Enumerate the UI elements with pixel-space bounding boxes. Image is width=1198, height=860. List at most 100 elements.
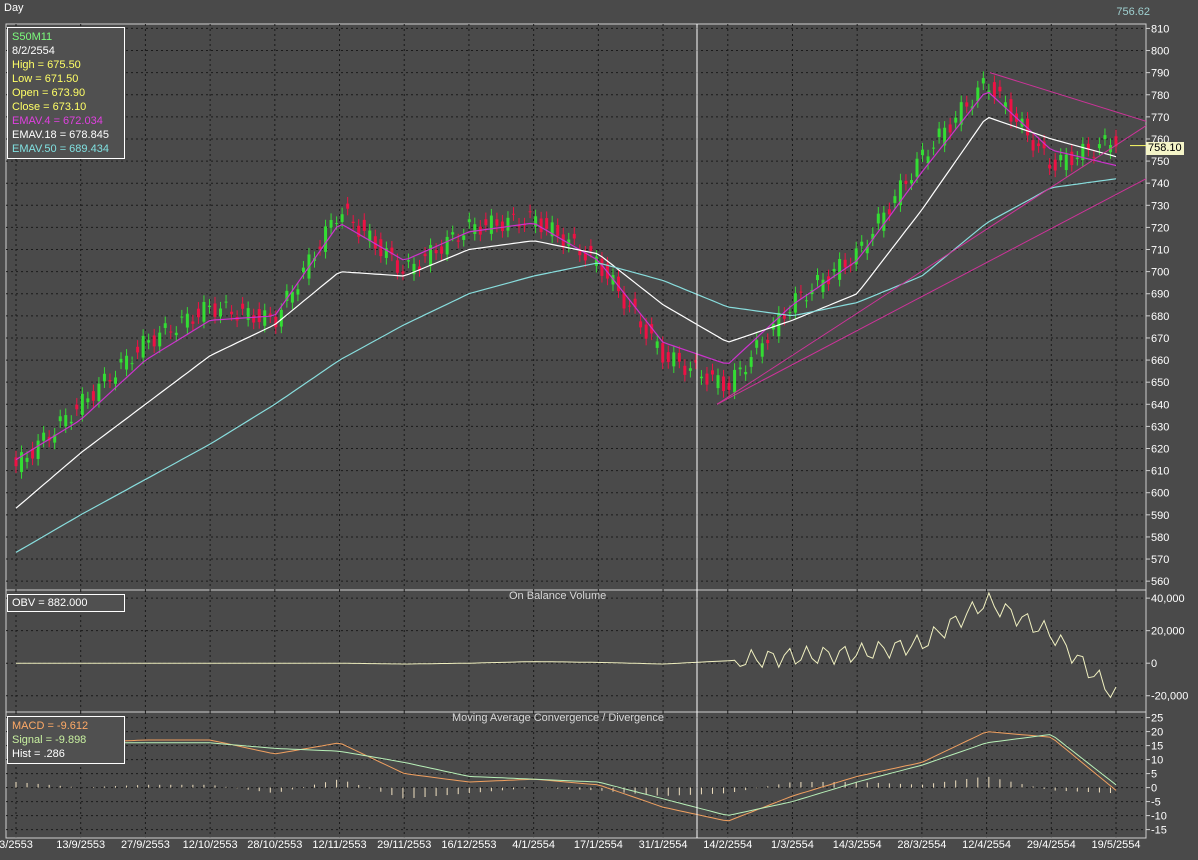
candle-body-83	[473, 224, 477, 234]
xtick-label-1: 13/9/2553	[56, 839, 105, 851]
xtick-label-11: 14/2/2554	[703, 839, 752, 851]
candle-body-62	[357, 225, 361, 237]
candle-body-60	[346, 203, 350, 209]
candle-body-47	[274, 316, 278, 328]
xtick-label-0: 3/2553	[0, 839, 33, 851]
candle-body-122	[688, 368, 692, 371]
candle-body-34	[202, 301, 206, 322]
candle-body-89	[506, 217, 510, 231]
candle-body-113	[639, 321, 643, 328]
candle-body-11	[75, 404, 79, 410]
ytick-label-2-4: 5	[1151, 769, 1157, 781]
candle-body-86	[489, 215, 493, 234]
candle-body-76	[434, 249, 438, 254]
candle-body-78	[445, 236, 449, 255]
ytick-label-0-1: 570	[1151, 554, 1169, 566]
series-line-macd	[15, 731, 1117, 822]
candle-body-31	[185, 313, 189, 328]
price-info-line-2: High = 675.50	[12, 59, 81, 71]
candle-body-30	[180, 316, 184, 318]
candle-body-174	[976, 87, 980, 102]
candle-body-95	[539, 218, 543, 233]
candle-body-140	[788, 312, 792, 314]
candle-body-134	[755, 340, 759, 348]
price-info-line-6: EMAV.4 = 672.034	[12, 115, 103, 127]
panel-frame-2	[5, 711, 1147, 839]
ytick-label-1-0: -20,000	[1151, 691, 1188, 703]
candle-body-26	[158, 332, 162, 347]
xtick-label-4: 28/10/2553	[247, 839, 302, 851]
xtick-label-10: 31/1/2554	[639, 839, 688, 851]
candle-body-0	[14, 457, 18, 467]
candle-body-28	[169, 331, 173, 333]
ytick-label-2-8: 25	[1151, 713, 1163, 725]
ytick-label-0-8: 640	[1151, 399, 1169, 411]
candle-body-120	[677, 352, 681, 362]
candle-body-106	[600, 258, 604, 276]
candle-body-194	[1086, 143, 1090, 150]
candle-body-63	[362, 219, 366, 231]
candle-body-23	[141, 335, 145, 358]
candle-body-88	[500, 221, 504, 232]
candle-body-19	[119, 358, 123, 363]
candle-body-68	[390, 247, 394, 255]
candle-body-55	[318, 246, 322, 250]
candle-body-139	[782, 313, 786, 319]
candle-body-82	[467, 219, 471, 223]
price-info-line-5: Close = 673.10	[12, 101, 87, 113]
candle-body-124	[699, 376, 703, 379]
candle-body-64	[368, 230, 372, 242]
candle-body-149	[838, 258, 842, 280]
candle-body-148	[832, 268, 836, 272]
candle-body-3	[31, 448, 35, 459]
candle-body-197	[1103, 135, 1107, 140]
candle-body-87	[495, 219, 499, 226]
candle-body-196	[1097, 144, 1101, 149]
ytick-label-1-2: 20,000	[1151, 626, 1185, 638]
ytick-label-0-4: 600	[1151, 488, 1169, 500]
candle-body-73	[418, 266, 422, 271]
ytick-label-0-6: 620	[1151, 444, 1169, 456]
candle-body-130	[733, 369, 737, 393]
ytick-label-0-23: 790	[1151, 68, 1169, 80]
candle-body-18	[113, 377, 117, 384]
candle-body-119	[672, 352, 676, 367]
top-price-readout: 756.62	[1116, 6, 1150, 18]
candle-body-67	[384, 248, 388, 258]
candle-body-39	[230, 311, 234, 315]
xtick-label-7: 16/12/2553	[441, 839, 496, 851]
candle-body-24	[147, 340, 151, 343]
candle-body-61	[351, 221, 355, 224]
ytick-label-0-18: 740	[1151, 178, 1169, 190]
candle-body-121	[683, 365, 687, 375]
candle-body-70	[401, 271, 405, 274]
ytick-label-0-12: 680	[1151, 311, 1169, 323]
candle-body-92	[523, 224, 527, 226]
candle-body-126	[710, 370, 714, 375]
ytick-label-2-3: 0	[1151, 783, 1157, 795]
candle-body-154	[865, 246, 869, 254]
candle-body-103	[583, 252, 587, 261]
ytick-label-2-1: -10	[1151, 811, 1167, 823]
ytick-label-0-25: 810	[1151, 23, 1169, 35]
macd-info-box: MACD = -9.612 Signal = -9.898 Hist = .286	[7, 716, 125, 764]
series-line-signal	[15, 734, 1117, 816]
candle-body-189	[1059, 154, 1063, 161]
price-info-box: S50M11 8/2/2554 High = 675.50 Low = 671.50 O…	[7, 27, 125, 159]
candle-body-25	[152, 335, 156, 347]
candle-body-99	[561, 234, 565, 248]
candle-body-32	[191, 321, 195, 324]
candle-body-167	[937, 128, 941, 138]
candle-body-46	[268, 313, 272, 317]
trend-line-3	[989, 72, 1147, 122]
candle-body-56	[324, 226, 328, 252]
panel-frame-1	[5, 589, 1147, 713]
xtick-label-6: 29/11/2553	[377, 839, 431, 851]
candle-body-94	[534, 216, 538, 227]
candle-body-177	[992, 82, 996, 98]
candle-body-191	[1070, 151, 1074, 166]
candle-body-71	[406, 260, 410, 262]
candle-body-180	[1009, 99, 1013, 122]
panel-frame-0	[5, 23, 1147, 591]
